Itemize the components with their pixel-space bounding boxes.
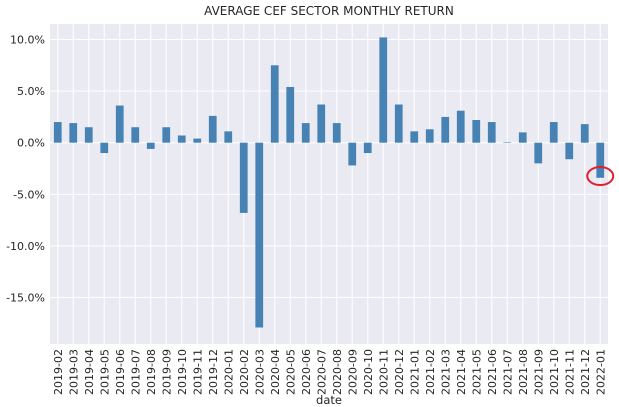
bar-2020-02 [239,142,248,213]
x-tick-label: 2019-06 [114,349,127,395]
x-tick-label: 2020-11 [377,349,390,395]
x-tick-label: 2021-01 [408,349,421,395]
bar-2022-01 [596,142,605,178]
annotations [586,166,615,187]
bar-2021-04 [456,110,465,143]
bar-2019-11 [193,138,202,143]
chart-title: AVERAGE CEF SECTOR MONTHLY RETURN [204,4,454,18]
bar-2020-06 [301,123,310,143]
x-tick-label: 2019-04 [83,349,96,395]
x-tick-label: 2021-08 [517,349,530,395]
x-tick-label: 2019-12 [207,349,220,395]
bar-2021-07 [503,142,512,143]
x-tick-label: 2021-05 [470,349,483,395]
x-tick-label: 2021-07 [501,349,514,395]
bar-2021-03 [441,116,450,143]
bar-2019-07 [131,127,140,143]
x-tick-label: 2019-05 [98,349,111,395]
bars [53,37,605,328]
y-tick-label: -10.0% [6,240,45,253]
x-tick-label: 2020-08 [331,349,344,395]
bar-2020-11 [379,37,388,143]
x-tick-label: 2020-05 [284,349,297,395]
bar-2019-06 [115,105,124,143]
x-tick-label: 2021-11 [563,349,576,395]
x-tick-label: 2019-02 [52,349,65,395]
x-tick-label: 2020-04 [269,349,282,395]
bar-2021-02 [425,129,434,143]
x-tick-label: 2019-11 [191,349,204,395]
x-tick-label: 2020-09 [346,349,359,395]
bar-2019-12 [208,115,217,143]
x-tick-label: 2019-03 [67,349,80,395]
bar-2021-10 [549,122,558,143]
x-tick-label: 2019-07 [129,349,142,395]
x-tick-label: 2019-08 [145,349,158,395]
y-tick-label: 0.0% [17,137,45,150]
bar-2020-04 [270,65,279,143]
bar-2019-05 [100,142,109,154]
x-axis-ticks: 2019-02 2019-03 2019-04 2019-05 2019-06 2019-… [52,349,608,395]
y-tick-label: -5.0% [13,188,45,201]
bar-2019-08 [146,142,155,149]
x-tick-label: 2021-06 [486,349,499,395]
x-tick-label: 2020-07 [315,349,328,395]
x-tick-label: 2020-12 [393,349,406,395]
x-tick-label: 2021-09 [532,349,545,395]
y-axis-ticks: 10.0% 5.0% 0.0% -5.0% -10.0% -15.0% [6,33,45,304]
y-tick-label: 10.0% [10,33,45,46]
x-tick-label: 2020-01 [222,349,235,395]
y-tick-label: -15.0% [6,292,45,305]
grid-lines [50,24,608,344]
bar-2019-04 [84,127,93,143]
bar-2020-05 [286,86,295,143]
x-tick-label: 2020-02 [238,349,251,395]
x-tick-label: 2021-03 [439,349,452,395]
bar-2020-10 [363,142,372,154]
bar-2019-09 [162,127,171,143]
x-tick-label: 2020-03 [253,349,266,395]
bar-2020-01 [224,131,233,143]
bar-2020-12 [394,104,403,143]
x-tick-label: 2020-10 [362,349,375,395]
bar-2021-12 [580,124,589,143]
bar-2019-03 [69,123,78,143]
x-tick-label: 2019-10 [176,349,189,395]
x-tick-label: 2020-06 [300,349,313,395]
bar-2020-08 [332,123,341,143]
bar-2020-03 [255,142,264,328]
bar-2020-09 [348,142,357,166]
bar-2021-11 [565,142,574,160]
bar-2021-01 [410,131,419,143]
plot-area [50,24,608,344]
bar-2021-05 [472,120,481,143]
x-tick-label: 2021-10 [548,349,561,395]
x-tick-label: 2021-04 [455,349,468,395]
bar-2021-09 [534,142,543,164]
x-axis-label: date [316,393,342,407]
y-tick-label: 5.0% [17,85,45,98]
bar-2021-06 [487,122,496,143]
x-tick-label: 2021-02 [424,349,437,395]
highlight-circle [586,166,615,187]
bar-2021-08 [518,132,527,143]
x-tick-label: 2022-01 [594,349,607,395]
bar-2020-07 [317,104,326,143]
x-tick-label: 2019-09 [160,349,173,395]
bar-2019-10 [177,135,186,143]
bar-2019-02 [53,122,62,143]
x-tick-label: 2021-12 [579,349,592,395]
